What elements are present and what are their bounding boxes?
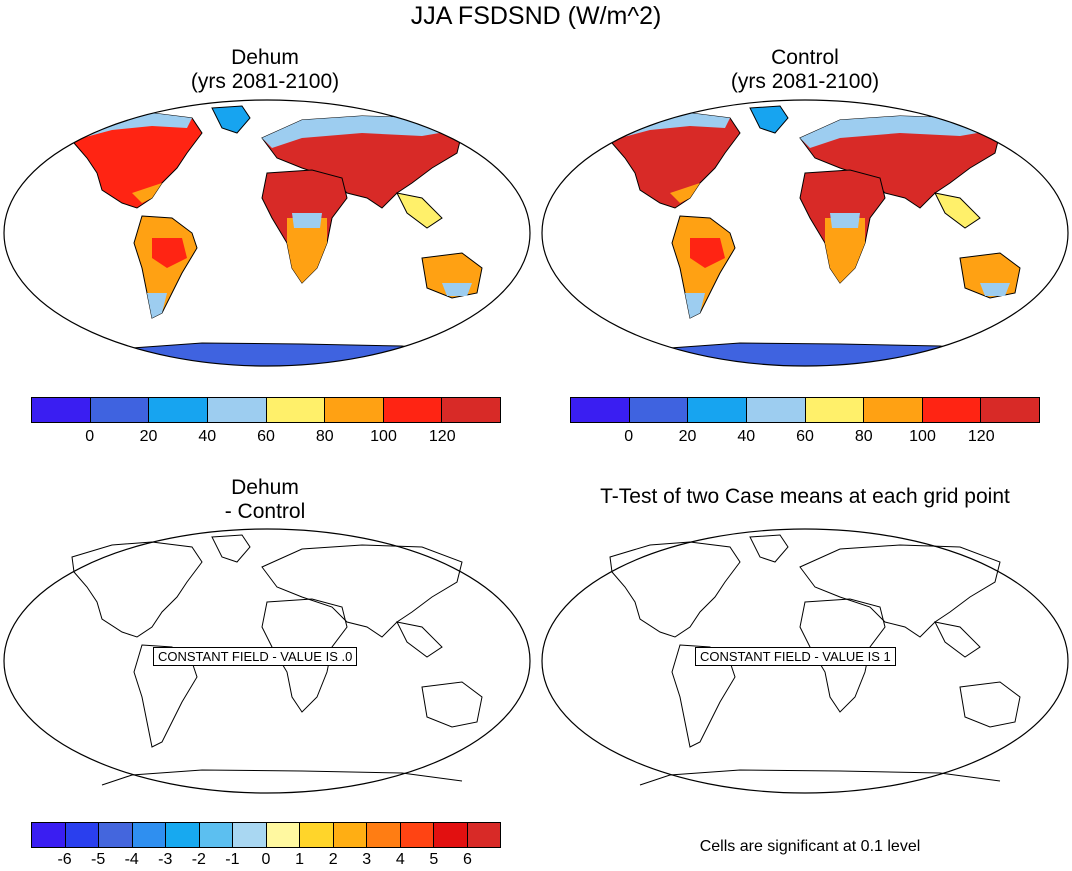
panel-2-colorbar-tick-label: 80 — [854, 428, 873, 445]
panel-1-map — [3, 99, 531, 367]
panel-3-colorbar-tick-label: -2 — [191, 851, 206, 868]
panel-1-colorbar-swatch-5 — [325, 398, 384, 422]
panel-3-colorbar-swatch-8 — [300, 823, 334, 847]
panel-1-colorbar-swatch-3 — [207, 398, 267, 422]
panel-1-colorbar-tick-label: 20 — [139, 428, 158, 445]
panel-4-title: T-Test of two Case means at each grid po… — [600, 485, 1010, 508]
panel-1-colorbar-tick-label: 60 — [257, 428, 275, 445]
panel-3-colorbar-swatch-10 — [367, 823, 401, 847]
panel-3-colorbar-tick-label: 3 — [362, 851, 372, 868]
panel-2-colorbar-swatch-0 — [571, 398, 630, 422]
significance-footnote: Cells are significant at 0.1 level — [699, 838, 921, 855]
panel-3-colorbar-swatch-3 — [132, 823, 166, 847]
panel-3-colorbar-tick-label: 6 — [462, 851, 472, 868]
panel-3-title: Dehum - Control — [35, 476, 495, 524]
panel-3-colorbar-tick-label: -5 — [91, 851, 106, 868]
figure-title: JJA FSDSND (W/m^2) — [410, 2, 662, 30]
panel-2-colorbar-swatch-7 — [981, 398, 1039, 422]
panel-3-colorbar-swatch-11 — [400, 823, 434, 847]
panel-1-colorbar-swatch-2 — [149, 398, 208, 422]
panel-3-colorbar-swatch-9 — [333, 823, 367, 847]
panel-2-colorbar-swatch-1 — [629, 398, 689, 422]
panel-1-colorbar-tick-label: 120 — [428, 428, 456, 445]
panel-2-title-line2: (yrs 2081-2100) — [730, 70, 880, 93]
panel-2-colorbar-tick-label: 100 — [909, 428, 936, 445]
panel-3-colorbar-swatch-4 — [166, 823, 200, 847]
panel-3-colorbar-tick-label: -3 — [158, 851, 173, 868]
panel-2-colorbar-swatch-3 — [746, 398, 806, 422]
panel-3-title-line2: - Control — [224, 500, 306, 523]
panel-1-colorbar-tick-label: 80 — [315, 428, 334, 445]
panel-3-constant-field-label: CONSTANT FIELD - VALUE IS .0 — [153, 647, 358, 666]
panel-3-title-line1: Dehum — [231, 476, 299, 499]
panel-3-colorbar-swatch-13 — [467, 823, 500, 847]
panel-2-colorbar-tick-label: 40 — [737, 428, 756, 445]
panel-4-constant-field-label: CONSTANT FIELD - VALUE IS 1 — [695, 647, 896, 666]
panel-3-colorbar-tick-label: 5 — [429, 851, 439, 868]
panel-3-colorbar-swatch-5 — [199, 823, 233, 847]
panel-4-coastlines — [609, 534, 1021, 786]
panel-2-colorbar-tick-label: 60 — [796, 428, 814, 445]
panel-1-colorbar-swatch-4 — [266, 398, 326, 422]
panel-1-colorbar-swatch-7 — [442, 398, 500, 422]
panel-2-colorbar-tick-label: 120 — [967, 428, 995, 445]
panel-2-colorbar-swatch-2 — [688, 398, 747, 422]
panel-1-title-line2: (yrs 2081-2100) — [190, 70, 340, 93]
panel-3-colorbar-tick-label: 1 — [295, 851, 305, 868]
panel-3-colorbar-swatch-6 — [233, 823, 267, 847]
panel-3-colorbar-swatch-2 — [99, 823, 133, 847]
panel-2-title: Control (yrs 2081-2100) — [575, 46, 1035, 94]
panel-2-colorbar — [570, 397, 1040, 423]
panel-3-colorbar-tick-label: -4 — [124, 851, 139, 868]
panel-2-colorbar-tick-label: 0 — [624, 428, 634, 445]
panel-3-colorbar-tick-label: 4 — [395, 851, 405, 868]
panel-2-map — [541, 99, 1069, 367]
panel-1-colorbar-swatch-1 — [90, 398, 150, 422]
panel-1-colorbar-tick-label: 100 — [370, 428, 397, 445]
panel-1-colorbar-tick-label: 0 — [85, 428, 95, 445]
panel-3-colorbar-swatch-1 — [65, 823, 99, 847]
panel-3-map — [3, 528, 531, 794]
panel-3-colorbar-tick-label: 2 — [328, 851, 338, 868]
panel-1-colorbar-ticks: 0 20 40 60 80 100 120 — [31, 428, 501, 448]
panel-3-colorbar-swatch-0 — [32, 823, 66, 847]
panel-2-colorbar-tick-label: 20 — [678, 428, 697, 445]
panel-3-colorbar-ticks: -6 -5 -4 -3 -2 -1 0 1 2 3 4 5 6 — [31, 851, 501, 871]
panel-1-colorbar-tick-label: 40 — [198, 428, 217, 445]
panel-1-colorbar-swatch-6 — [383, 398, 443, 422]
panel-4-map — [541, 528, 1069, 794]
panel-1-field — [71, 105, 484, 366]
panel-2-field — [609, 105, 1022, 366]
panel-2-colorbar-ticks: 0 20 40 60 80 100 120 — [570, 428, 1040, 448]
panel-1-colorbar — [31, 397, 501, 423]
panel-1-colorbar-swatch-0 — [32, 398, 91, 422]
panel-2-title-line1: Control — [771, 46, 839, 69]
panel-3-colorbar-swatch-12 — [434, 823, 468, 847]
panel-2-colorbar-swatch-6 — [922, 398, 982, 422]
panel-3-colorbar-tick-label: -6 — [57, 851, 72, 868]
panel-3-colorbar-tick-label: 0 — [261, 851, 271, 868]
panel-3-colorbar-tick-label: -1 — [225, 851, 240, 868]
panel-2-colorbar-swatch-5 — [864, 398, 923, 422]
panel-1-title: Dehum (yrs 2081-2100) — [35, 46, 495, 94]
panel-1-title-line1: Dehum — [231, 46, 299, 69]
panel-3-colorbar — [31, 822, 501, 848]
panel-3-colorbar-swatch-7 — [266, 823, 300, 847]
panel-2-colorbar-swatch-4 — [805, 398, 865, 422]
panel-3-coastlines — [71, 534, 483, 786]
